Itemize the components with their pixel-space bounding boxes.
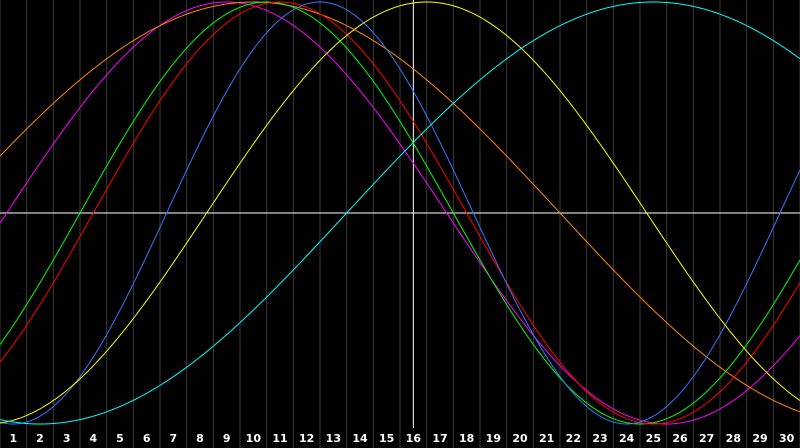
- series-line-2: [0, 1, 800, 413]
- series-lines: [0, 1, 800, 425]
- x-tick-label: 7: [170, 432, 178, 445]
- x-tick-label: 2: [36, 432, 44, 445]
- x-tick-label: 10: [246, 432, 262, 445]
- series-line-1: [0, 1, 800, 425]
- series-line-7: [0, 1, 800, 425]
- x-tick-label: 21: [539, 432, 554, 445]
- x-tick-label: 14: [352, 432, 368, 445]
- x-tick-label: 20: [512, 432, 528, 445]
- x-tick-label: 26: [672, 432, 688, 445]
- x-tick-label: 11: [272, 432, 287, 445]
- x-tick-label: 22: [566, 432, 581, 445]
- x-tick-label: 13: [326, 432, 341, 445]
- x-tick-label: 15: [379, 432, 394, 445]
- x-tick-label: 3: [63, 432, 71, 445]
- series-line-5: [0, 1, 800, 425]
- x-tick-label: 19: [486, 432, 501, 445]
- x-tick-label: 8: [196, 432, 204, 445]
- x-tick-label: 1: [10, 432, 18, 445]
- x-tick-label: 29: [752, 432, 767, 445]
- series-line-6: [0, 1, 800, 424]
- series-line-4: [0, 1, 800, 425]
- x-tick-label: 28: [726, 432, 741, 445]
- x-tick-label: 18: [459, 432, 474, 445]
- x-tick-label: 30: [779, 432, 795, 445]
- x-tick-label: 4: [90, 432, 98, 445]
- reference-lines: [0, 0, 800, 428]
- x-tick-label: 12: [299, 432, 314, 445]
- x-tick-label: 17: [432, 432, 447, 445]
- x-tick-label: 25: [646, 432, 661, 445]
- x-tick-labels: 1 2 3 4 5 6 7 8 9 10 11 12 13 14 15 16 17 18 19 20 21 22 23 24 2…: [10, 432, 795, 445]
- x-tick-label: 5: [116, 432, 124, 445]
- x-tick-label: 27: [699, 432, 714, 445]
- x-tick-label: 23: [592, 432, 607, 445]
- x-tick-label: 9: [223, 432, 231, 445]
- x-tick-label: 16: [406, 432, 422, 445]
- x-tick-label: 24: [619, 432, 635, 445]
- x-tick-label: 6: [143, 432, 151, 445]
- series-line-3: [0, 1, 800, 425]
